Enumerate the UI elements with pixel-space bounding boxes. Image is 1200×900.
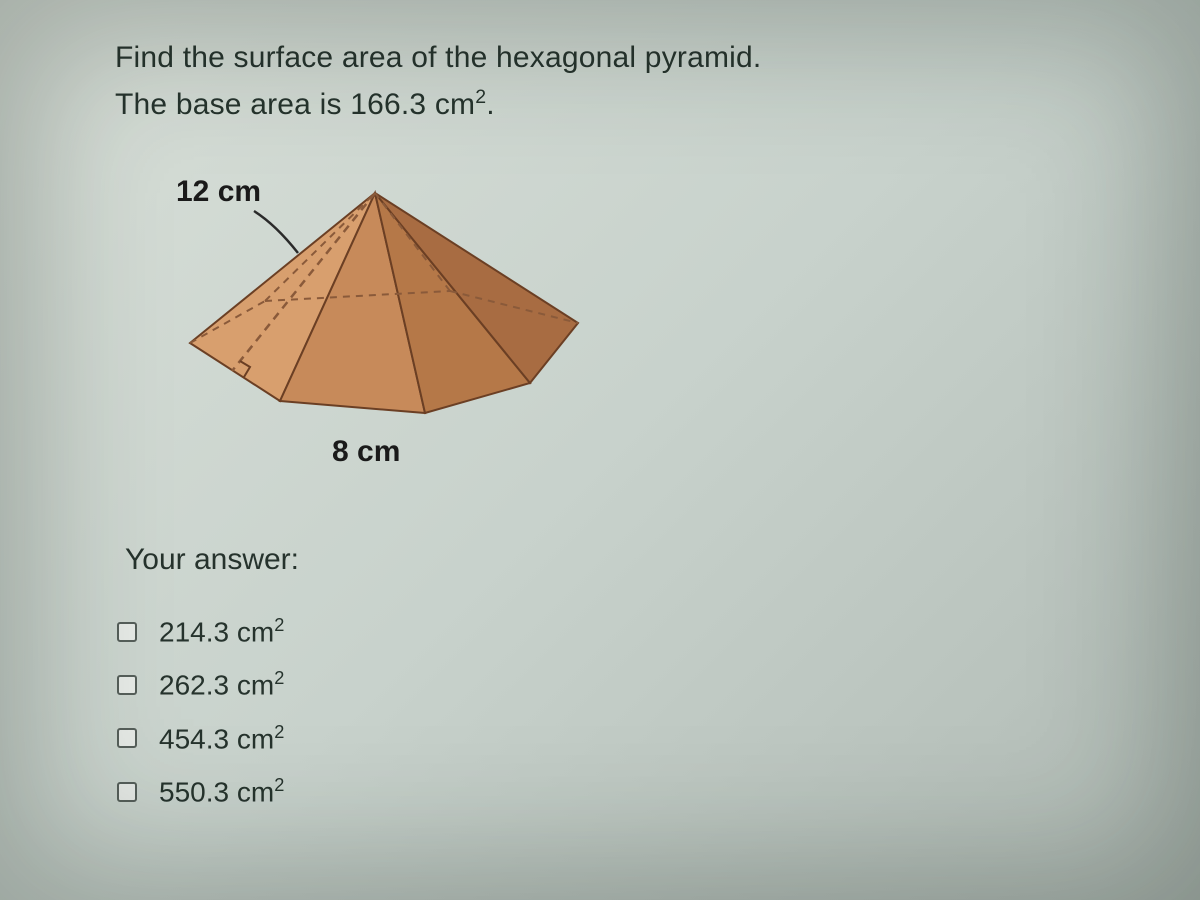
slant-leader-line bbox=[248, 205, 303, 255]
question-line-2-suffix: . bbox=[486, 88, 495, 121]
hexagonal-pyramid-svg bbox=[170, 183, 590, 433]
base-edge-label: 8 cm bbox=[332, 435, 400, 469]
option-label-3: 454.3 cm2 bbox=[159, 722, 284, 755]
option-checkbox-2[interactable] bbox=[117, 675, 137, 695]
option-checkbox-4[interactable] bbox=[117, 782, 137, 802]
option-label-2: 262.3 cm2 bbox=[159, 668, 284, 701]
base-area-exp: 2 bbox=[475, 86, 486, 108]
option-checkbox-1[interactable] bbox=[117, 622, 137, 642]
option-row[interactable]: 262.3 cm2 bbox=[117, 668, 1100, 701]
option-checkbox-3[interactable] bbox=[117, 728, 137, 748]
option-row[interactable]: 454.3 cm2 bbox=[117, 722, 1100, 755]
question-line-2: The base area is 166.3 cm2. bbox=[115, 82, 1100, 129]
slant-height-label: 12 cm bbox=[176, 175, 261, 209]
question-line-2-prefix: The base area is bbox=[115, 88, 350, 121]
pyramid-figure: 12 cm 8 cm bbox=[170, 183, 590, 433]
option-label-1: 214.3 cm2 bbox=[159, 615, 284, 648]
base-area-unit: cm bbox=[435, 88, 475, 121]
answer-options: 214.3 cm2 262.3 cm2 454.3 cm2 550.3 cm2 bbox=[117, 615, 1100, 808]
option-label-4: 550.3 cm2 bbox=[159, 775, 284, 808]
your-answer-heading: Your answer: bbox=[125, 543, 1100, 577]
question-line-1: Find the surface area of the hexagonal p… bbox=[115, 35, 1100, 82]
base-area-value: 166.3 bbox=[350, 88, 426, 121]
option-row[interactable]: 214.3 cm2 bbox=[117, 615, 1100, 648]
option-row[interactable]: 550.3 cm2 bbox=[117, 775, 1100, 808]
